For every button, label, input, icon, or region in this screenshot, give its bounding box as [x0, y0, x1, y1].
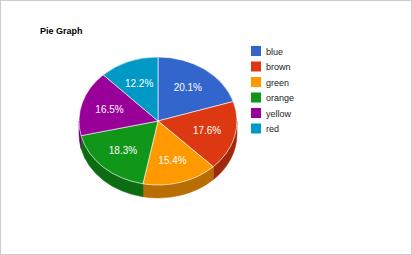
data-label: 20.1% — [174, 82, 202, 93]
legend: blue brown green orange yellow red — [251, 46, 294, 134]
legend-swatch — [251, 93, 261, 103]
legend-label: blue — [266, 47, 283, 57]
legend-swatch — [251, 77, 261, 87]
data-label: 17.6% — [193, 125, 221, 136]
legend-label: brown — [266, 62, 291, 72]
legend-label: yellow — [266, 109, 292, 119]
legend-swatch — [251, 46, 261, 56]
data-label: 18.3% — [109, 145, 137, 156]
legend-swatch — [251, 108, 261, 118]
pie-slices — [79, 57, 237, 185]
title: Pie Graph — [40, 26, 83, 36]
frame — [1, 1, 412, 255]
legend-swatch — [251, 62, 261, 72]
legend-label: green — [266, 78, 289, 88]
data-label: 16.5% — [95, 104, 123, 115]
legend-swatch — [251, 124, 261, 134]
legend-label: orange — [266, 93, 294, 103]
legend-label: red — [266, 124, 279, 134]
data-label: 12.2% — [125, 78, 153, 89]
data-label: 15.4% — [158, 155, 186, 166]
chart: Pie Graph 20.1% 17.6% 15.4% 18.3% 16.5% 12.2% b… — [0, 0, 412, 255]
